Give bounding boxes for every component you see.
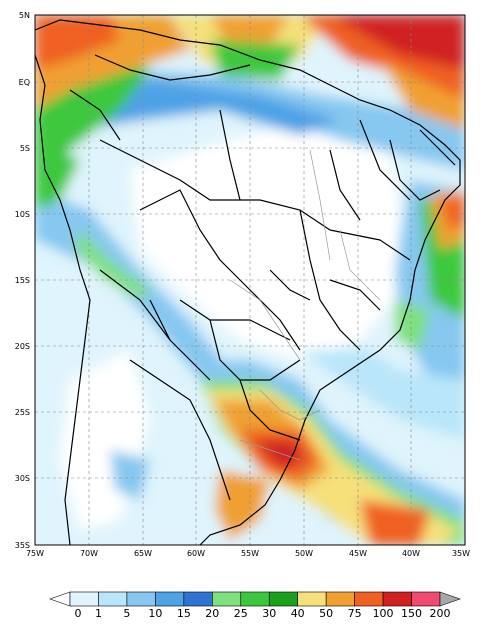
country-borders <box>35 19 461 545</box>
colorbar-cell <box>268 591 298 607</box>
colorbar-under-triangle <box>49 591 71 607</box>
gridlines <box>35 15 465 545</box>
colorbar-tick-label: 40 <box>291 607 305 620</box>
colorbar-tick-label: 10 <box>148 607 162 620</box>
lat-label: 5S <box>20 144 30 153</box>
colorbar-over-triangle <box>439 591 461 607</box>
colorbar-tick-label: 50 <box>319 607 333 620</box>
colorbar-cell <box>240 591 270 607</box>
colorbar-tick-label: 15 <box>177 607 191 620</box>
lat-label: 35S <box>15 541 30 550</box>
colorbar-cell <box>382 591 412 607</box>
colorbar-tick-label: 100 <box>373 607 394 620</box>
colorbar-cell <box>354 591 384 607</box>
colorbar-cell <box>126 591 156 607</box>
lat-label: 30S <box>15 474 30 483</box>
colorbar-tick-label: 0 <box>75 607 82 620</box>
colorbar-tick-label: 5 <box>123 607 130 620</box>
colorbar-cell <box>69 591 99 607</box>
colorbar-legend: 0 1 5 10 15 20 25 30 40 50 75 100 150 200 <box>0 580 490 620</box>
colorbar-tick-label: 1 <box>95 607 102 620</box>
lon-label: 55W <box>241 549 259 558</box>
colorbar-tick-label: 20 <box>205 607 219 620</box>
lon-label: 60W <box>187 549 205 558</box>
precipitation-map: 5N EQ 5S 10S 15S 20S 25S 30S 35S 75W 70W… <box>15 11 470 558</box>
colorbar-tick-label: 150 <box>401 607 422 620</box>
lat-label: EQ <box>19 78 30 87</box>
colorbar-cell <box>183 591 213 607</box>
colorbar-cell <box>212 591 242 607</box>
lat-labels: 5N EQ 5S 10S 15S 20S 25S 30S 35S <box>15 11 30 550</box>
colorbar-cell <box>411 591 441 607</box>
lon-label: 50W <box>295 549 313 558</box>
colorbar-tick-label: 75 <box>348 607 362 620</box>
colorbar-cell <box>155 591 185 607</box>
lon-labels: 75W 70W 65W 60W 55W 50W 45W 40W 35W <box>26 549 470 558</box>
colorbar-tick-label: 30 <box>262 607 276 620</box>
lat-label: 5N <box>19 11 30 20</box>
lat-label: 15S <box>15 276 30 285</box>
lat-label: 25S <box>15 408 30 417</box>
map-frame <box>34 14 466 546</box>
colorbar-cell <box>297 591 327 607</box>
colorbar-tick-label: 25 <box>234 607 248 620</box>
state-borders <box>229 149 381 461</box>
lat-label: 20S <box>15 342 30 351</box>
lat-label: 10S <box>15 210 30 219</box>
colorbar-cell <box>98 591 128 607</box>
lon-label: 65W <box>134 549 152 558</box>
lon-label: 70W <box>80 549 98 558</box>
lon-label: 35W <box>452 549 470 558</box>
colorbar-cell <box>325 591 355 607</box>
lon-label: 75W <box>26 549 44 558</box>
lon-label: 45W <box>349 549 367 558</box>
colorbar-tick-label: 200 <box>430 607 451 620</box>
lon-label: 40W <box>402 549 420 558</box>
